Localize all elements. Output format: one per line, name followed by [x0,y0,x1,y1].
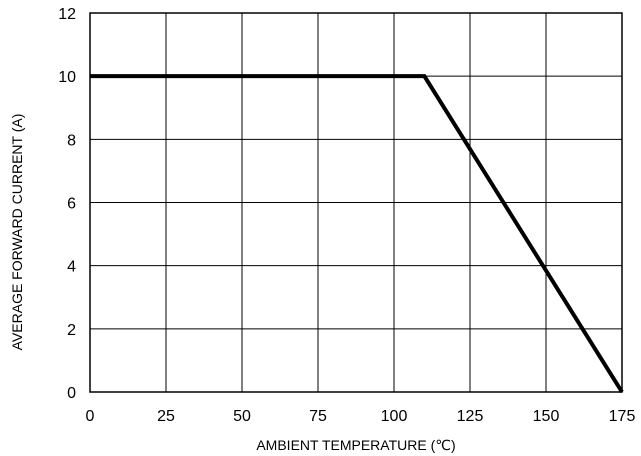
x-tick-label: 150 [533,408,560,425]
y-axis-title: AVERAGE FORWARD CURRENT (A) [9,114,25,351]
series-group [90,74,624,394]
x-tick-label: 175 [609,408,636,425]
y-tick-label: 8 [67,132,76,149]
y-tick-label: 2 [67,322,76,339]
y-tick-label: 12 [58,6,76,23]
y-tick-label: 0 [67,385,76,402]
x-axis-title: AMBIENT TEMPERATURE (℃) [256,437,455,453]
x-tick-label: 75 [309,408,327,425]
x-tick-label: 100 [381,408,408,425]
x-tick-labels: 0 25 50 75 100 125 150 175 [86,408,636,425]
y-tick-label: 6 [67,196,76,213]
plot-frame [89,12,623,393]
x-tick-label: 25 [157,408,175,425]
y-tick-label: 10 [58,69,76,86]
x-tick-label: 0 [86,408,95,425]
y-tick-label: 4 [67,259,76,276]
series-line-0 [90,74,624,394]
x-tick-label: 125 [457,408,484,425]
grid-lines [89,12,623,393]
x-tick-label: 50 [233,408,251,425]
y-tick-labels: 0 2 4 6 8 10 12 [58,6,76,402]
